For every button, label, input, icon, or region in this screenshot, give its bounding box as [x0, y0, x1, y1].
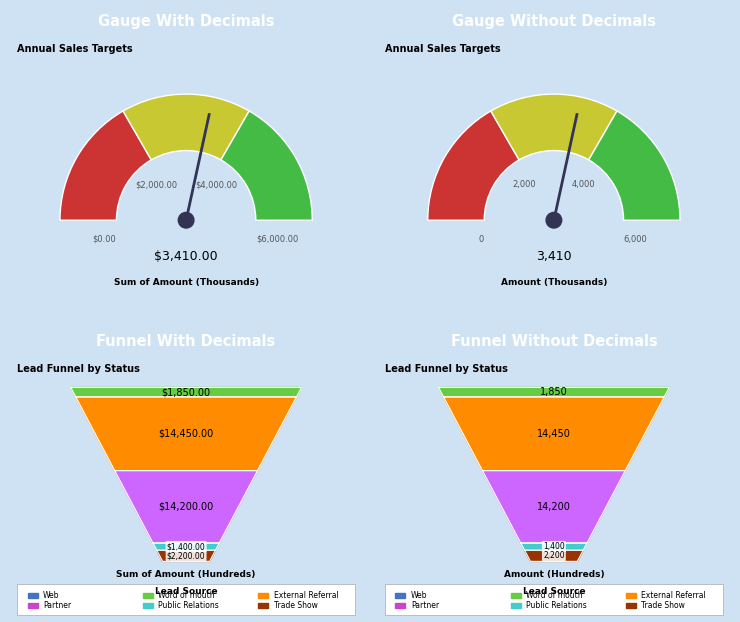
Text: Web: Web: [43, 591, 59, 600]
Text: Lead Source: Lead Source: [155, 587, 218, 596]
Text: $1,400.00: $1,400.00: [166, 542, 206, 551]
Bar: [143, 593, 153, 598]
Text: $1,850.00: $1,850.00: [161, 387, 211, 397]
Bar: [27, 603, 38, 608]
Text: $0.00: $0.00: [92, 234, 116, 244]
Text: Funnel With Decimals: Funnel With Decimals: [96, 334, 276, 349]
Text: Sum of Amount (Thousands): Sum of Amount (Thousands): [113, 278, 259, 287]
Text: 4,000: 4,000: [572, 180, 596, 189]
Circle shape: [178, 213, 194, 228]
Text: External Referral: External Referral: [274, 591, 338, 600]
Polygon shape: [482, 471, 625, 543]
Text: 2,000: 2,000: [512, 180, 536, 189]
Text: Partner: Partner: [411, 601, 439, 610]
Wedge shape: [60, 111, 151, 220]
Bar: [27, 593, 38, 598]
Text: 1,400: 1,400: [543, 542, 565, 551]
Text: Public Relations: Public Relations: [526, 601, 587, 610]
Polygon shape: [525, 550, 583, 562]
Text: $14,450.00: $14,450.00: [158, 429, 214, 439]
FancyBboxPatch shape: [385, 584, 723, 615]
Polygon shape: [521, 543, 587, 550]
Wedge shape: [221, 111, 312, 220]
FancyBboxPatch shape: [17, 584, 355, 615]
Polygon shape: [443, 397, 665, 471]
Polygon shape: [153, 543, 219, 550]
Text: Lead Funnel by Status: Lead Funnel by Status: [17, 363, 140, 374]
Circle shape: [546, 213, 562, 228]
Bar: [258, 603, 269, 608]
Text: Gauge Without Decimals: Gauge Without Decimals: [452, 14, 656, 29]
Bar: [143, 603, 153, 608]
Wedge shape: [428, 111, 519, 220]
Text: 14,200: 14,200: [537, 502, 571, 512]
Text: Public Relations: Public Relations: [158, 601, 219, 610]
Text: Lead Source: Lead Source: [522, 587, 585, 596]
Wedge shape: [491, 94, 617, 160]
Text: Funnel Without Decimals: Funnel Without Decimals: [451, 334, 657, 349]
Text: Sum of Amount (Hundreds): Sum of Amount (Hundreds): [116, 570, 256, 579]
Text: $2,000.00: $2,000.00: [135, 180, 177, 189]
Text: Partner: Partner: [43, 601, 71, 610]
Text: Annual Sales Targets: Annual Sales Targets: [17, 44, 132, 54]
Polygon shape: [157, 550, 215, 562]
Text: Amount (Hundreds): Amount (Hundreds): [504, 570, 604, 579]
Polygon shape: [439, 388, 669, 397]
Text: Annual Sales Targets: Annual Sales Targets: [385, 44, 500, 54]
Text: 2,200: 2,200: [543, 551, 565, 560]
Bar: [258, 593, 269, 598]
Polygon shape: [75, 397, 297, 471]
Wedge shape: [589, 111, 680, 220]
Text: $6,000.00: $6,000.00: [256, 234, 298, 244]
Text: 0: 0: [479, 234, 484, 244]
Text: Gauge With Decimals: Gauge With Decimals: [98, 14, 275, 29]
Text: $2,200.00: $2,200.00: [166, 551, 206, 560]
Polygon shape: [115, 471, 258, 543]
Bar: [626, 593, 636, 598]
Text: Word of mouth: Word of mouth: [526, 591, 583, 600]
Text: 3,410: 3,410: [536, 250, 572, 262]
Text: Word of mouth: Word of mouth: [158, 591, 215, 600]
Text: Trade Show: Trade Show: [642, 601, 685, 610]
Text: External Referral: External Referral: [642, 591, 706, 600]
Bar: [626, 603, 636, 608]
Text: $4,000.00: $4,000.00: [195, 180, 238, 189]
Text: Amount (Thousands): Amount (Thousands): [501, 278, 607, 287]
Bar: [511, 593, 521, 598]
Text: $3,410.00: $3,410.00: [155, 250, 218, 262]
Wedge shape: [123, 94, 249, 160]
Text: $14,200.00: $14,200.00: [158, 502, 214, 512]
Text: Lead Funnel by Status: Lead Funnel by Status: [385, 363, 508, 374]
Text: Trade Show: Trade Show: [274, 601, 317, 610]
Bar: [395, 603, 406, 608]
Text: 1,850: 1,850: [540, 387, 568, 397]
Polygon shape: [71, 388, 301, 397]
Text: 14,450: 14,450: [537, 429, 571, 439]
Bar: [395, 593, 406, 598]
Bar: [511, 603, 521, 608]
Text: 6,000: 6,000: [624, 234, 648, 244]
Text: Web: Web: [411, 591, 427, 600]
